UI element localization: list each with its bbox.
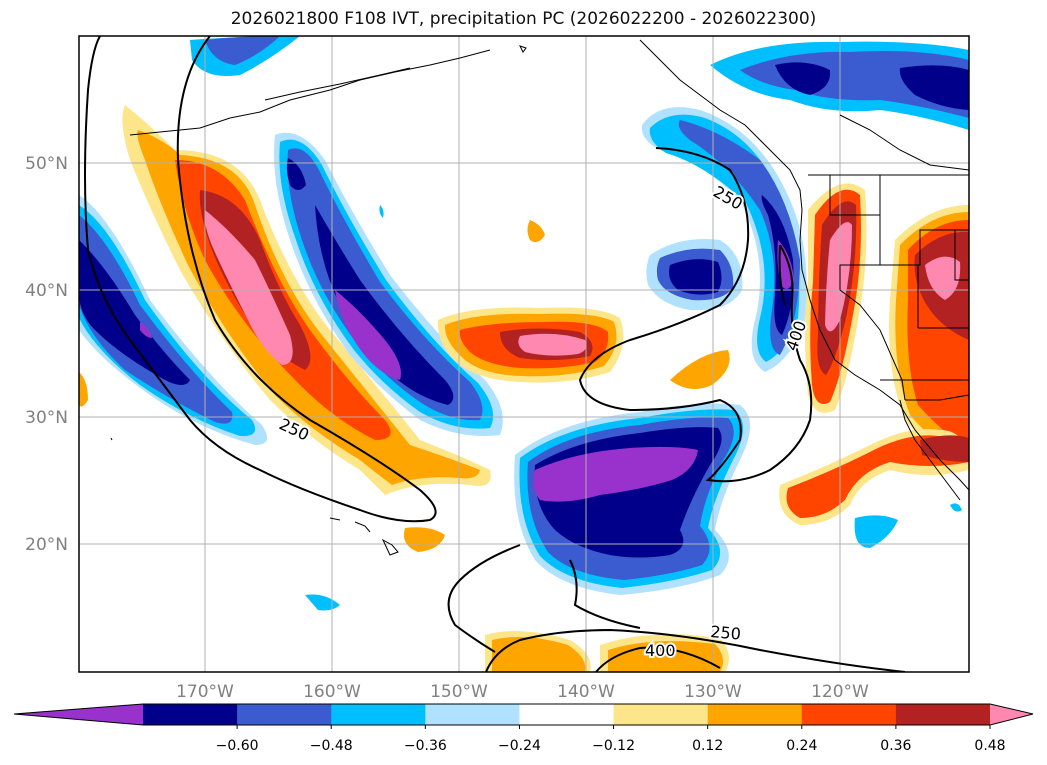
lon-label-170w: 170°W <box>176 682 234 702</box>
negative-anomaly-spot <box>950 503 962 512</box>
colorbar-tick-label: −0.60 <box>216 738 259 754</box>
colorbar-tick-label: 0.12 <box>692 738 723 754</box>
contour-label: 250 <box>710 622 742 644</box>
positive-anomaly-interior <box>925 256 961 300</box>
positive-anomaly-south <box>492 636 586 672</box>
positive-anomaly-spot <box>527 220 545 243</box>
positive-anomaly-spot <box>670 350 730 389</box>
map-frame <box>78 35 970 673</box>
negative-anomaly-spot <box>854 515 898 548</box>
negative-anomaly-band-west <box>140 322 152 338</box>
lat-label-30n: 30°N <box>25 408 68 428</box>
colorbar-segment <box>143 704 238 725</box>
negative-anomaly-north <box>775 62 831 95</box>
negative-anomaly-band-central <box>335 290 401 380</box>
negative-anomaly-blob-south <box>533 446 698 502</box>
negative-anomaly-band-west <box>79 205 256 437</box>
colorbar-tick-label: 0.36 <box>880 738 911 754</box>
lat-label-40n: 40°N <box>25 281 68 301</box>
latitude-labels: 50°N 40°N 30°N 20°N <box>25 154 68 555</box>
negative-anomaly-band-central <box>287 148 483 421</box>
colorbar-segment <box>331 704 426 725</box>
lon-label-150w: 150°W <box>430 682 488 702</box>
colorbar-outline <box>13 703 1034 726</box>
negative-anomaly-spot <box>286 158 306 190</box>
lon-label-130w: 130°W <box>684 682 742 702</box>
colorbar-extend-high <box>990 704 1033 725</box>
positive-anomaly-band-west <box>204 210 293 365</box>
positive-anomaly-california <box>825 222 852 332</box>
lat-label-50n: 50°N <box>25 154 68 174</box>
negative-anomaly-band-central <box>315 205 454 405</box>
colorbar-tick-label: −0.48 <box>310 738 353 754</box>
positive-anomaly-blob-central <box>518 333 587 356</box>
negative-anomaly-coastal <box>761 195 794 335</box>
colorbar: −0.60 −0.48 −0.36 −0.24 −0.12 0.12 0.24 0.36 0.4… <box>13 703 1034 754</box>
negative-anomaly-blob <box>669 259 722 295</box>
ivt-contours <box>84 36 906 672</box>
positive-anomaly-baja <box>920 435 969 462</box>
colorbar-tick-label: 0.24 <box>786 738 817 754</box>
lon-label-160w: 160°W <box>303 682 361 702</box>
colorbar-segment <box>895 704 991 725</box>
positive-anomaly-baja <box>786 435 969 518</box>
colorbar-tick-label: −0.24 <box>498 738 541 754</box>
colorbar-tick-label: −0.36 <box>404 738 447 754</box>
lon-label-120w: 120°W <box>811 682 869 702</box>
map-title: 2026021800 F108 IVT, precipitation PC (2… <box>230 9 817 29</box>
negative-anomaly-band-west <box>79 195 268 445</box>
negative-anomaly-band-west <box>79 215 233 424</box>
colorbar-segment <box>801 704 897 725</box>
coastlines <box>129 36 969 501</box>
colorbar-extend-low <box>14 704 143 725</box>
lon-label-140w: 140°W <box>557 682 615 702</box>
gridlines <box>79 36 969 672</box>
precipitation-pc-field: 250 250 250 400 400 <box>79 36 969 672</box>
colorbar-segment <box>237 704 332 725</box>
negative-anomaly-coastal <box>678 120 800 355</box>
negative-anomaly-spot <box>305 594 340 611</box>
colorbar-tick-label: −0.12 <box>592 738 635 754</box>
positive-anomaly-spot <box>403 527 445 552</box>
colorbar-segment <box>425 704 520 725</box>
negative-anomaly-band-west <box>79 240 190 385</box>
colorbar-tick-label: 0.48 <box>974 738 1005 754</box>
negative-anomaly-north <box>899 65 969 110</box>
islands <box>110 45 527 556</box>
colorbar-segment <box>707 704 803 725</box>
negative-anomaly-spot <box>379 205 384 218</box>
positive-anomaly-spot <box>79 372 88 407</box>
colorbar-segment <box>519 704 615 725</box>
longitude-labels: 170°W 160°W 150°W 140°W 130°W 120°W <box>176 682 869 702</box>
contour-label: 400 <box>645 641 676 660</box>
lat-label-20n: 20°N <box>25 535 68 555</box>
colorbar-segment <box>613 704 709 725</box>
negative-anomaly-north <box>205 36 280 65</box>
negative-anomaly-coastal <box>777 240 794 289</box>
